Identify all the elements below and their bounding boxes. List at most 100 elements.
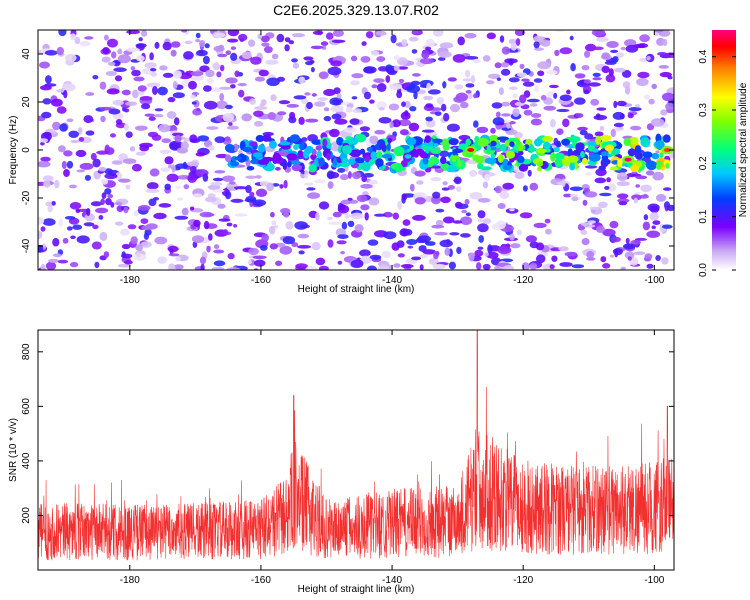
noise-blob	[566, 89, 571, 95]
noise-blob	[183, 137, 190, 142]
noise-blob	[635, 184, 640, 188]
noise-blob	[45, 261, 57, 270]
noise-blob	[233, 186, 248, 190]
signal-blob	[341, 145, 353, 155]
noise-blob	[105, 198, 112, 206]
signal-blob	[255, 134, 265, 143]
signal-blob	[279, 141, 291, 146]
noise-blob	[193, 193, 203, 198]
noise-blob	[252, 199, 267, 207]
noise-blob	[183, 184, 190, 190]
noise-blob	[327, 239, 334, 248]
noise-blob	[447, 185, 455, 190]
noise-blob	[468, 252, 475, 262]
noise-blob	[104, 34, 109, 41]
noise-blob	[84, 174, 91, 181]
noise-blob	[581, 65, 590, 71]
signal-blob	[442, 143, 450, 151]
noise-blob	[225, 50, 232, 55]
signal-blob	[233, 143, 239, 152]
noise-blob	[90, 152, 97, 161]
noise-blob	[250, 56, 262, 65]
noise-blob	[501, 127, 512, 131]
signal-blob	[581, 157, 588, 165]
noise-blob	[376, 83, 387, 92]
signal-blob	[308, 164, 317, 173]
noise-blob	[104, 168, 113, 175]
noise-blob	[410, 80, 421, 86]
noise-blob	[649, 212, 659, 221]
noise-blob	[398, 119, 411, 127]
noise-blob	[121, 89, 131, 96]
noise-blob	[164, 183, 171, 190]
noise-blob	[495, 220, 506, 230]
x-tick-label: -100	[644, 575, 664, 586]
noise-blob	[652, 171, 664, 181]
noise-blob	[436, 97, 444, 105]
noise-blob	[595, 168, 607, 177]
noise-blob	[515, 38, 521, 46]
signal-blob	[456, 160, 462, 167]
noise-blob	[439, 239, 453, 248]
noise-blob	[476, 126, 489, 134]
signal-blob	[432, 138, 443, 144]
noise-blob	[389, 83, 403, 90]
noise-blob	[527, 169, 532, 177]
noise-blob	[499, 191, 510, 199]
x-tick-label: -180	[120, 575, 140, 586]
noise-blob	[39, 61, 50, 69]
noise-blob	[332, 30, 344, 37]
noise-blob	[600, 256, 607, 263]
noise-blob	[220, 64, 225, 72]
noise-blob	[213, 260, 226, 267]
noise-blob	[123, 123, 129, 131]
noise-blob	[390, 34, 397, 44]
noise-blob	[40, 85, 52, 91]
signal-blob	[280, 144, 291, 150]
noise-blob	[254, 120, 264, 127]
noise-blob	[574, 97, 586, 105]
noise-blob	[454, 201, 463, 208]
signal-blob	[534, 138, 542, 147]
noise-blob	[340, 199, 352, 205]
signal-blob	[440, 156, 447, 165]
noise-blob	[662, 38, 668, 47]
noise-blob	[40, 141, 45, 146]
noise-blob	[642, 221, 651, 231]
noise-blob	[427, 89, 441, 95]
noise-blob	[487, 244, 493, 254]
noise-blob	[187, 174, 197, 183]
noise-blob	[337, 234, 349, 240]
signal-blob	[361, 161, 371, 172]
noise-blob	[207, 184, 221, 190]
noise-blob	[254, 106, 268, 110]
y-tick-label: 200	[21, 507, 32, 524]
noise-blob	[332, 211, 342, 218]
signal-blob	[293, 144, 299, 150]
signal-blob	[477, 162, 484, 170]
noise-blob	[52, 253, 62, 258]
noise-blob	[130, 236, 138, 245]
noise-blob	[245, 195, 257, 203]
noise-blob	[507, 129, 518, 136]
signal-blob	[258, 144, 266, 153]
noise-blob	[618, 201, 628, 206]
noise-blob	[114, 221, 124, 226]
signal-blob	[379, 144, 385, 149]
signal-blob	[366, 146, 373, 152]
noise-blob	[382, 211, 393, 218]
noise-blob	[288, 40, 295, 45]
noise-blob	[592, 46, 604, 51]
noise-blob	[625, 237, 630, 245]
noise-blob	[298, 250, 305, 255]
noise-blob	[517, 72, 528, 78]
noise-blob	[419, 264, 424, 270]
noise-blob	[501, 101, 511, 107]
noise-blob	[344, 212, 351, 219]
noise-blob	[477, 197, 491, 203]
signal-blob	[474, 155, 486, 164]
noise-blob	[409, 183, 415, 192]
noise-blob	[135, 244, 143, 252]
noise-blob	[330, 105, 344, 113]
noise-blob	[85, 130, 95, 136]
